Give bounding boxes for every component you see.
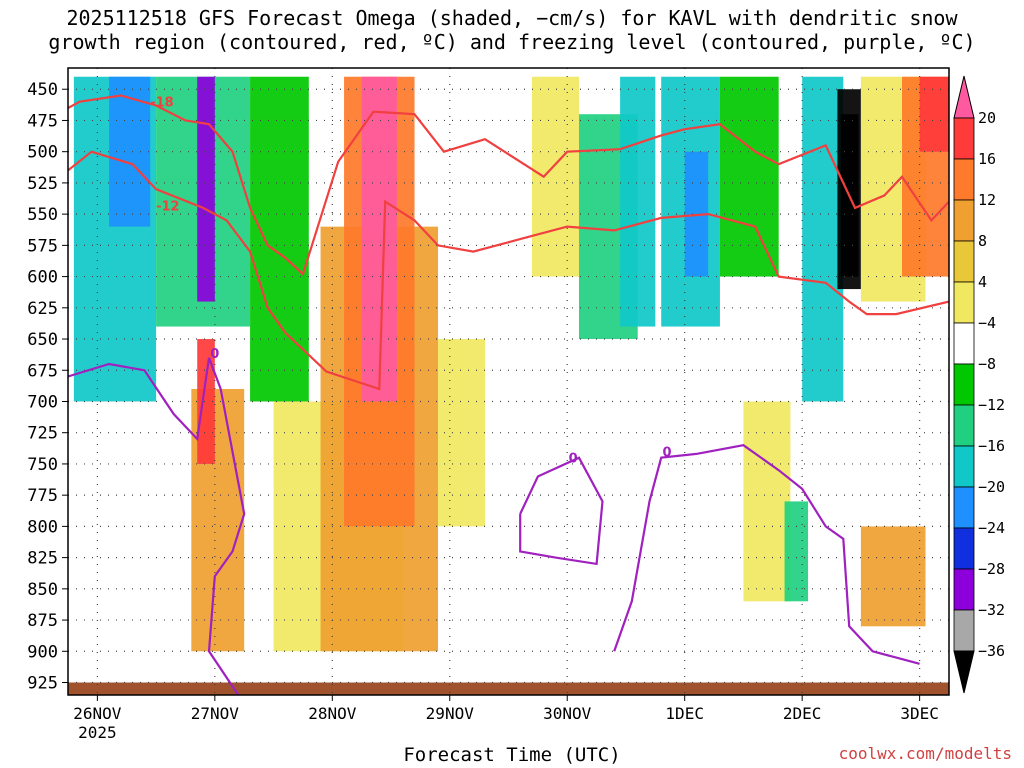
y-tick-label-550: 550: [27, 205, 58, 225]
omega-region-10: [361, 76, 397, 402]
contour-label-0C-freezing-b: 0: [569, 452, 578, 467]
y-tick-label-700: 700: [27, 392, 58, 412]
y-tick-label-850: 850: [27, 580, 58, 600]
omega-region-17: [719, 76, 779, 277]
colorbar-box-0: [953, 117, 975, 160]
colorbar-top-arrow: [953, 75, 975, 119]
colorbar-label-1: 16: [978, 150, 996, 168]
colorbar-bottom-arrow: [953, 650, 975, 694]
chart-title-line1: 2025112518 GFS Forecast Omega (shaded, −…: [66, 6, 958, 30]
omega-region-24: [919, 76, 949, 152]
y-tick-label-575: 575: [27, 236, 58, 256]
x-tick-label-3DEC: 3DEC: [900, 704, 939, 723]
colorbar-label-6: −8: [978, 355, 996, 373]
y-tick-label-500: 500: [27, 143, 58, 163]
omega-region-11: [438, 339, 486, 527]
x-tick-label-30NOV: 30NOV: [543, 704, 592, 723]
x-tick-label-1DEC: 1DEC: [665, 704, 704, 723]
plot-frame: [67, 67, 950, 696]
omega-region-1: [109, 76, 151, 227]
colorbar-box-10: [953, 527, 975, 570]
omega-region-14: [620, 76, 656, 327]
y-tick-label-600: 600: [27, 268, 58, 288]
x-axis-title: Forecast Time (UTC): [403, 744, 621, 766]
colorbar-label-10: −24: [978, 519, 1005, 537]
omega-region-6: [197, 339, 215, 464]
y-tick-label-675: 675: [27, 361, 58, 381]
y-tick-label-450: 450: [27, 80, 58, 100]
colorbar-box-9: [953, 486, 975, 529]
colorbar-label-7: −12: [978, 396, 1005, 414]
x-tick-label-28NOV: 28NOV: [308, 704, 357, 723]
colorbar-box-3: [953, 240, 975, 283]
colorbar-label-5: −4: [978, 314, 996, 332]
colorbar-box-2: [953, 199, 975, 242]
y-tick-label-525: 525: [27, 174, 58, 194]
y-tick-label-925: 925: [27, 674, 58, 694]
colorbar-label-4: 4: [978, 273, 987, 291]
y-tick-label-775: 775: [27, 486, 58, 506]
colorbar-box-8: [953, 445, 975, 488]
y-tick-label-800: 800: [27, 517, 58, 537]
contour-label--18C: -18: [150, 96, 174, 111]
site-credit[interactable]: coolwx.com/modelts: [838, 744, 1012, 763]
x-tick-label-26NOV: 26NOV: [73, 704, 122, 723]
x-tick-label-29NOV: 29NOV: [426, 704, 475, 723]
colorbar-label-2: 12: [978, 191, 996, 209]
y-tick-label-875: 875: [27, 611, 58, 631]
contour-label-0C-freezing: 0: [210, 347, 219, 362]
omega-region-25: [860, 526, 926, 627]
y-tick-label-900: 900: [27, 642, 58, 662]
colorbar-label-11: −28: [978, 560, 1005, 578]
x-tick-sublabel: 2025: [78, 723, 117, 742]
omega-region-19: [802, 76, 844, 402]
omega-region-3: [197, 76, 215, 302]
y-tick-label-475: 475: [27, 111, 58, 131]
colorbar-label-12: −32: [978, 601, 1005, 619]
colorbar-box-11: [953, 568, 975, 611]
contour--12C: [68, 150, 949, 391]
colorbar-box-7: [953, 404, 975, 447]
y-tick-label-625: 625: [27, 299, 58, 319]
contour--18C: [68, 94, 949, 277]
contour-label--12C: -12: [156, 199, 180, 214]
colorbar-box-12: [953, 609, 975, 652]
colorbar-label-13: −36: [978, 642, 1005, 660]
colorbar-label-3: 8: [978, 232, 987, 250]
omega-region-12: [531, 76, 579, 277]
x-tick-label-27NOV: 27NOV: [191, 704, 240, 723]
colorbar-label-9: −20: [978, 478, 1005, 496]
y-tick-label-725: 725: [27, 424, 58, 444]
omega-region-18: [743, 401, 791, 602]
colorbar-box-5: [953, 322, 975, 365]
contour-0C-freezing-b: [519, 456, 604, 566]
ground-surface: [68, 682, 949, 695]
y-tick-label-750: 750: [27, 455, 58, 475]
colorbar-label-0: 20: [978, 109, 996, 127]
colorbar-label-8: −16: [978, 437, 1005, 455]
colorbar-box-1: [953, 158, 975, 201]
y-tick-label-825: 825: [27, 549, 58, 569]
contour-label-0C-freezing-c: 0: [663, 445, 672, 460]
x-tick-label-2DEC: 2DEC: [783, 704, 822, 723]
colorbar-box-6: [953, 363, 975, 406]
chart-title-line2: growth region (contoured, red, ºC) and f…: [48, 30, 976, 54]
y-tick-label-650: 650: [27, 330, 58, 350]
contour-0C-freezing: [68, 357, 246, 695]
colorbar-box-4: [953, 281, 975, 324]
omega-region-4: [250, 76, 309, 402]
contour-0C-freezing-c: [613, 444, 920, 665]
omega-region-26: [784, 501, 809, 602]
